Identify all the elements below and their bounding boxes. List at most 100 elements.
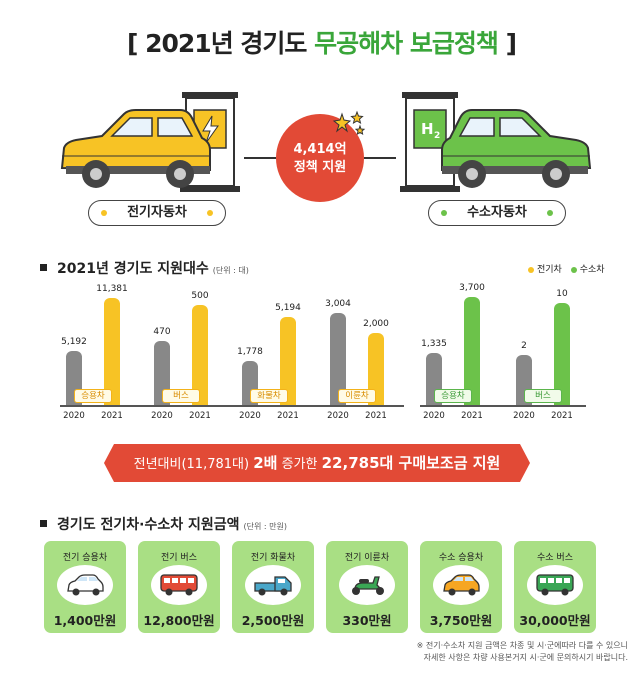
card-amount: 30,000만원 xyxy=(519,613,591,628)
section-square-icon xyxy=(40,263,47,271)
hydrogen-station-icon: H 2 xyxy=(400,92,460,192)
card-name: 전기 승용차 xyxy=(62,553,108,563)
orange-car-icon xyxy=(443,574,480,596)
banner-prev-year: 전년대비(11,781대) xyxy=(133,457,250,472)
x-tick-label: 2020 xyxy=(63,411,85,421)
card-amount: 1,400만원 xyxy=(53,613,117,628)
x-tick-label: 2021 xyxy=(189,411,211,421)
section-unit: (단위 : 대) xyxy=(212,266,249,275)
x-tick-label: 2021 xyxy=(101,411,123,421)
section-heading-text: 경기도 전기차·수소차 지원금액 xyxy=(57,517,240,533)
amount-card: 수소 승용차 3,750만원 xyxy=(420,541,502,633)
category-label: 이륜차 xyxy=(338,389,376,403)
badge-amount: 4,414억 xyxy=(293,142,347,157)
bar-value-label: 2 xyxy=(521,341,527,351)
ev-label: 전기자동차 xyxy=(127,205,187,220)
card-amount: 3,750만원 xyxy=(429,613,493,628)
bar-ev-2021 xyxy=(280,317,296,405)
card-name: 전기 화물차 xyxy=(250,553,296,563)
card-icon-wrap xyxy=(57,565,113,605)
chart-baseline-ev xyxy=(60,405,404,407)
ev-car-charging-illustration xyxy=(60,92,240,192)
card-amount: 330만원 xyxy=(342,613,392,628)
green-bus-icon xyxy=(536,574,574,596)
bar-value-label: 470 xyxy=(153,327,171,337)
section-heading-text: 2021년 경기도 지원대수 xyxy=(57,261,209,277)
ev-label-pill: 전기자동차 xyxy=(88,200,226,226)
card-amount: 2,500만원 xyxy=(241,613,305,628)
h2-subscript: 2 xyxy=(434,131,440,141)
pill-dot-right xyxy=(207,210,213,216)
card-name: 수소 승용차 xyxy=(438,553,484,563)
bar-value-label: 10 xyxy=(556,289,568,299)
red-bus-icon xyxy=(160,574,198,596)
chart-legend: 전기차 수소차 xyxy=(528,262,605,275)
chart-baseline-hydrogen xyxy=(420,405,586,407)
bar-hydrogen-2021 xyxy=(464,297,480,405)
bar-ev-2021 xyxy=(368,333,384,405)
ev-car-icon xyxy=(60,109,211,188)
category-label: 승용차 xyxy=(434,389,472,403)
card-icon-wrap xyxy=(151,565,207,605)
bar-value-label: 3,700 xyxy=(459,283,485,293)
x-tick-label: 2020 xyxy=(151,411,173,421)
amount-card: 전기 화물차 2,500만원 xyxy=(232,541,314,633)
title-bracket-close: ] xyxy=(505,29,517,58)
banner-increase-text: 증가한 xyxy=(281,457,318,472)
x-tick-label: 2020 xyxy=(513,411,535,421)
x-tick-label: 2021 xyxy=(551,411,573,421)
legend-ev-dot xyxy=(528,266,534,273)
amount-card: 전기 버스 12,800만원 xyxy=(138,541,220,633)
x-tick-label: 2020 xyxy=(327,411,349,421)
pill-dot-left xyxy=(101,210,107,216)
truck-icon xyxy=(254,576,292,596)
card-icon-wrap xyxy=(245,565,301,605)
white-car-icon xyxy=(67,574,104,596)
card-icon-wrap xyxy=(527,565,583,605)
bar-value-label: 1,335 xyxy=(421,339,447,349)
hydrogen-label-pill: 수소자동차 xyxy=(428,200,566,226)
bar-value-label: 1,778 xyxy=(237,347,263,357)
amount-card: 전기 이륜차 330만원 xyxy=(326,541,408,633)
banner-multiplier: 2배 xyxy=(253,454,278,472)
bar-value-label: 11,381 xyxy=(96,284,128,294)
h2-label: H xyxy=(421,120,434,138)
section-square-icon xyxy=(40,519,47,527)
category-label: 승용차 xyxy=(74,389,112,403)
bar-hydrogen-2021 xyxy=(554,303,570,405)
pill-dot-right xyxy=(547,210,553,216)
scooter-icon xyxy=(352,576,384,595)
category-label: 화물차 xyxy=(250,389,288,403)
policy-support-badge: 4,414억 정책 지원 xyxy=(276,114,364,202)
amount-card: 전기 승용차 1,400만원 xyxy=(44,541,126,633)
card-amount: 12,800만원 xyxy=(143,613,215,628)
title-bracket-open: [ xyxy=(126,29,138,58)
legend-hydrogen-label: 수소차 xyxy=(579,265,605,275)
bar-value-label: 5,194 xyxy=(275,303,301,313)
hydrogen-label: 수소자동차 xyxy=(467,205,527,220)
subsidy-banner: 전년대비(11,781대) 2배 증가한 22,785대 구매보조금 지원 xyxy=(104,444,530,482)
x-tick-label: 2021 xyxy=(277,411,299,421)
title-part-2: 무공해차 보급정책 xyxy=(314,29,499,58)
banner-total: 22,785대 구매보조금 지원 xyxy=(321,454,501,472)
badge-caption: 정책 지원 xyxy=(293,160,347,175)
title-part-1: 2021년 경기도 xyxy=(145,29,307,58)
bar-value-label: 3,004 xyxy=(325,299,351,309)
x-tick-label: 2020 xyxy=(239,411,261,421)
card-name: 수소 버스 xyxy=(537,553,573,563)
x-tick-label: 2021 xyxy=(365,411,387,421)
bar-value-label: 500 xyxy=(191,291,209,301)
legend-ev-label: 전기차 xyxy=(537,265,562,275)
category-label: 버스 xyxy=(162,389,200,403)
section-unit: (단위 : 만원) xyxy=(243,522,287,531)
hydrogen-car-charging-illustration: H 2 xyxy=(400,92,592,192)
card-name: 전기 버스 xyxy=(161,553,197,563)
hydrogen-car-icon xyxy=(441,109,592,188)
category-label: 버스 xyxy=(524,389,562,403)
page-title: [ 2021년 경기도 무공해차 보급정책 ] xyxy=(0,24,643,60)
legend-hydrogen-dot xyxy=(570,266,577,273)
card-icon-wrap xyxy=(339,565,395,605)
pill-dot-left xyxy=(441,210,447,216)
bar-ev-2020 xyxy=(330,313,346,405)
